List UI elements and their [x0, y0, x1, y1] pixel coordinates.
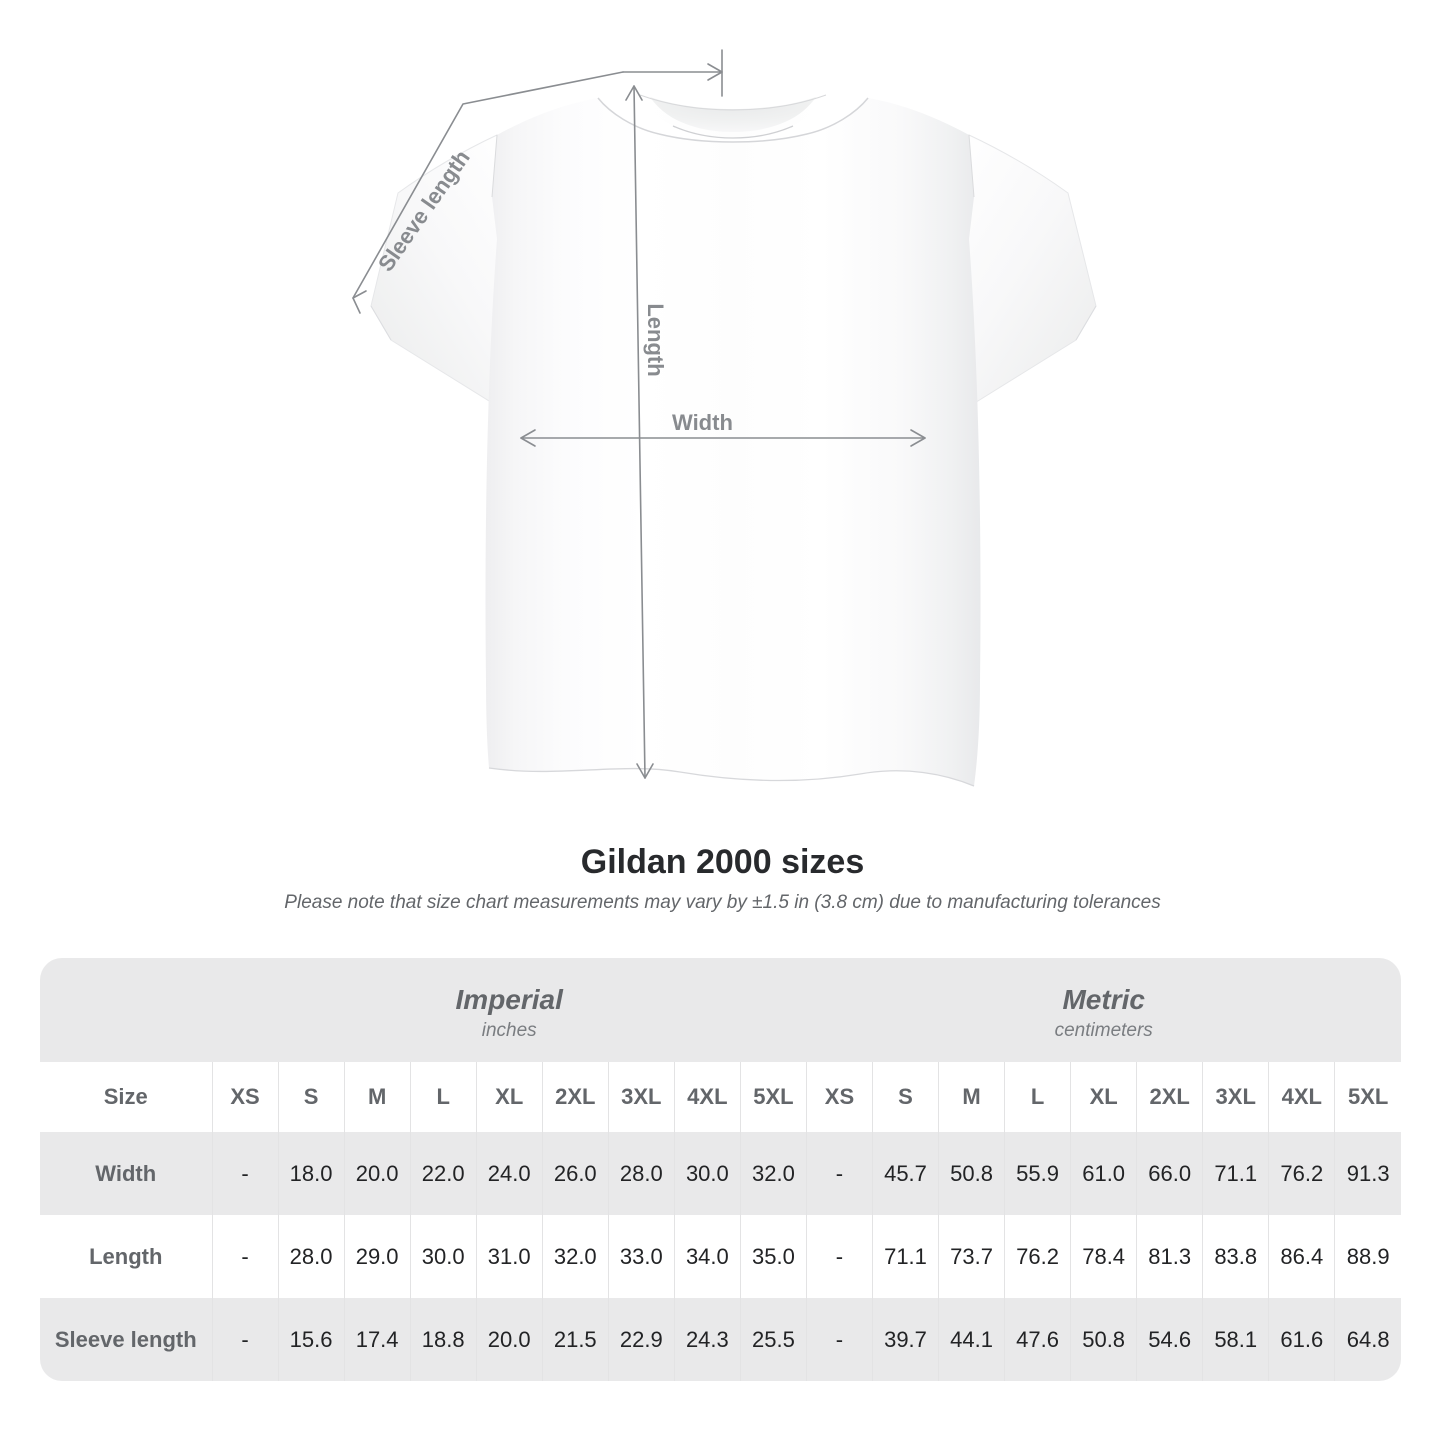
svg-text:Length: Length	[643, 303, 668, 376]
svg-text:Width: Width	[672, 410, 733, 435]
